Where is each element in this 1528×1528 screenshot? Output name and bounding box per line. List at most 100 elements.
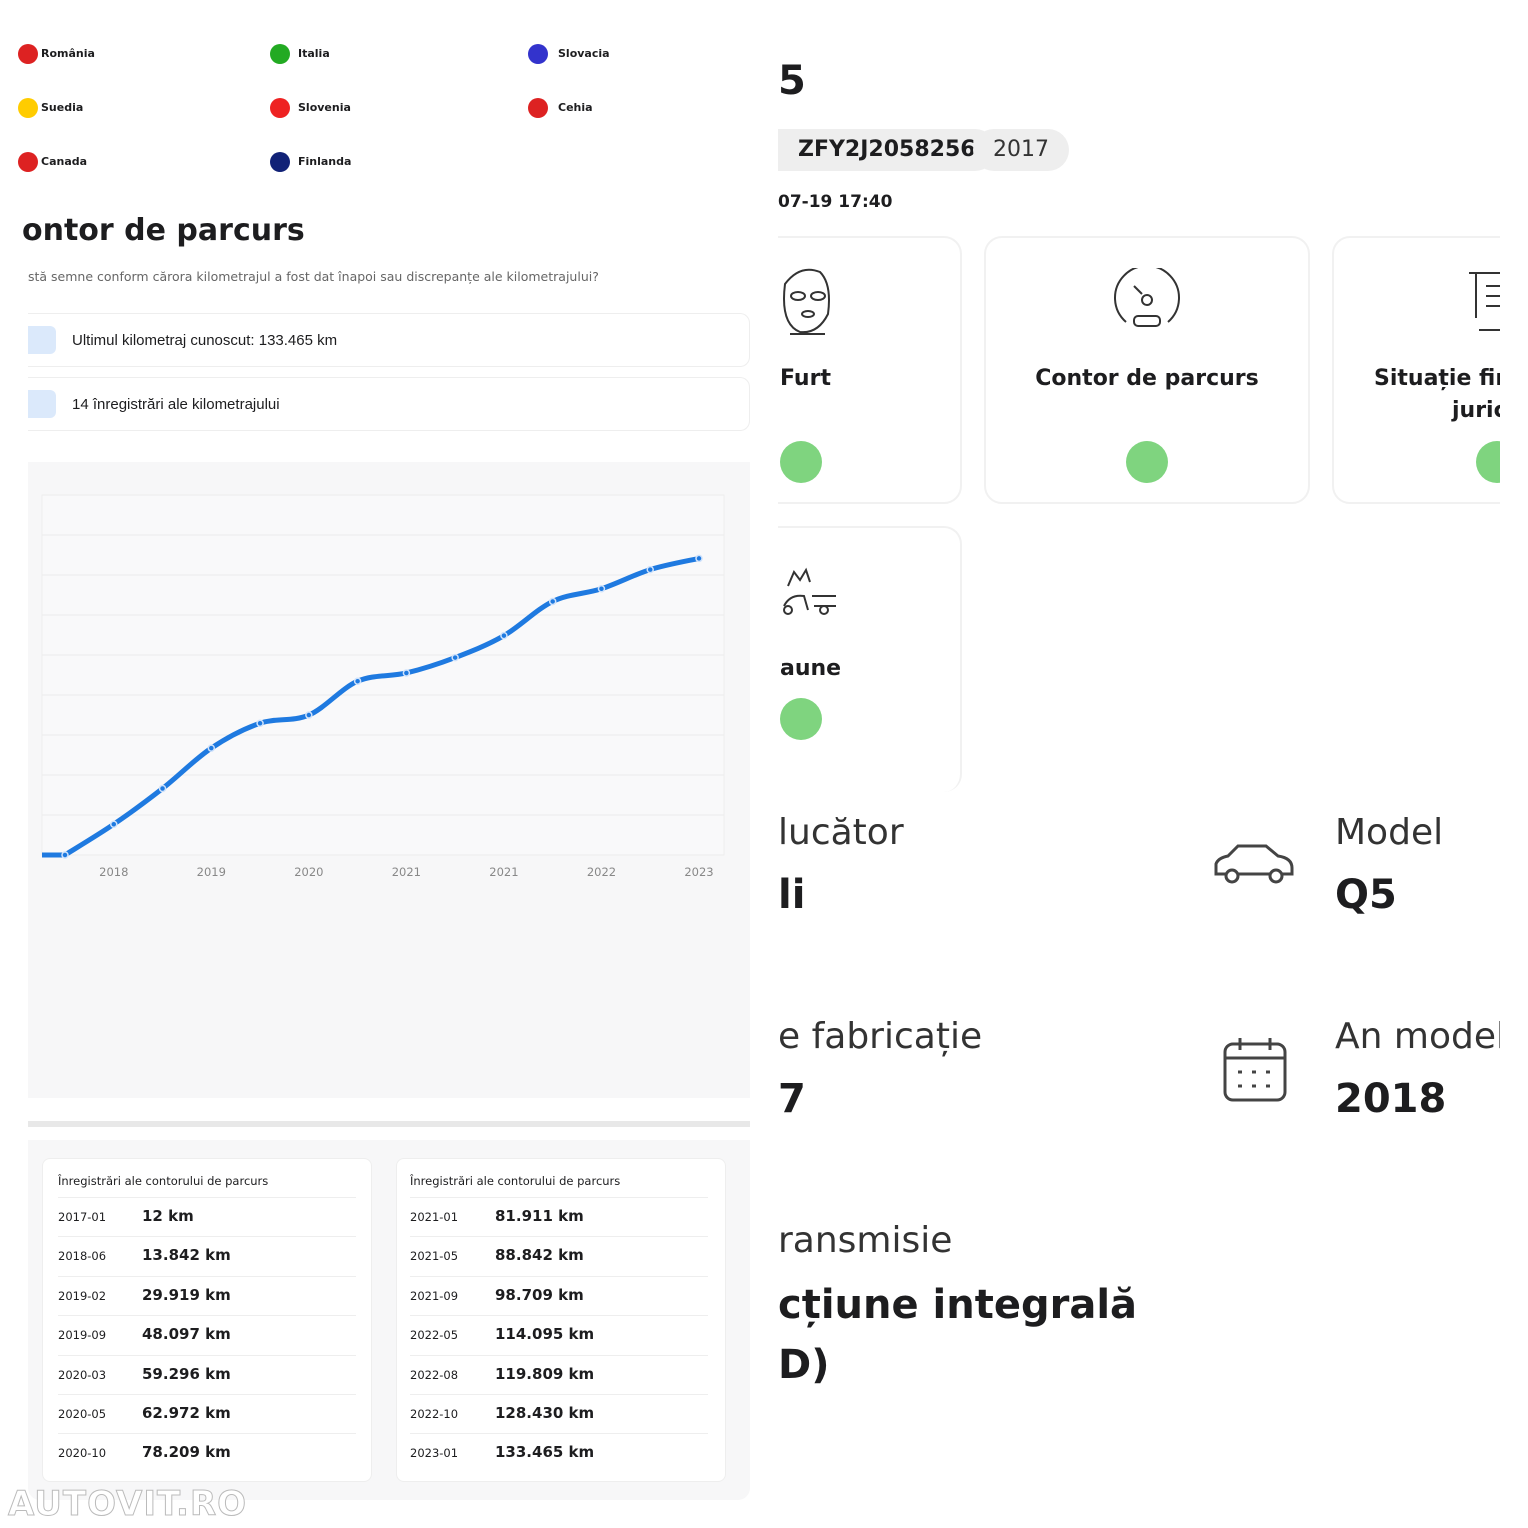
card[interactable]: Situație fir juric (1332, 236, 1500, 504)
question: stă semne conform cărora kilometrajul a … (28, 269, 599, 284)
icon (783, 268, 830, 335)
row-km: 81.911 km (495, 1207, 584, 1225)
point (61, 851, 69, 859)
divider (28, 1121, 750, 1127)
flag (270, 44, 290, 64)
x-tick-label: 2019 (197, 865, 226, 879)
row-date: 2021-01 (410, 1210, 459, 1224)
row-date: 2019-09 (58, 1328, 107, 1343)
row-date: 2017-01 (58, 1210, 107, 1224)
card[interactable]: Furt (778, 236, 962, 504)
point (353, 677, 362, 685)
check (1126, 441, 1168, 483)
country: Cehia (558, 101, 593, 114)
row-km: 59.296 km (142, 1364, 231, 1383)
point (158, 784, 167, 793)
row-line (410, 1354, 708, 1356)
row-km: 48.097 km (142, 1325, 231, 1344)
row-km: 12 km (142, 1207, 194, 1225)
country: Slovenia (298, 101, 351, 114)
chart: 2018 2019 2020 2021 2021 2022 2023 (41, 494, 725, 879)
point (646, 565, 654, 574)
row-km: 78.209 km (142, 1443, 231, 1462)
point (256, 719, 264, 727)
flag (18, 44, 38, 64)
row-date: 2020-05 (58, 1407, 107, 1421)
line (62, 555, 702, 858)
spec-value: D) (778, 1342, 830, 1388)
chip: ZFY2J2058256 (778, 129, 996, 171)
row-date: 2019-02 (58, 1288, 107, 1303)
spec-value: Q5 (1335, 872, 1397, 918)
point (695, 554, 703, 563)
row-km: 88.842 km (495, 1246, 584, 1265)
row-km: 133.465 km (495, 1443, 595, 1462)
point (402, 669, 411, 677)
chip: 2017 (973, 129, 1069, 171)
spec-value: cțiune integrală (778, 1282, 1138, 1328)
row-line (410, 1394, 708, 1395)
table-header: Înregistrări ale contorului de parcurs (410, 1174, 621, 1188)
x-tick-label: 2018 (99, 865, 128, 879)
flag (18, 98, 38, 118)
flag (18, 152, 38, 172)
spec-label: e fabricație (778, 1016, 983, 1057)
check (1476, 441, 1500, 483)
row-km: 29.919 km (142, 1285, 231, 1304)
row-line (58, 1315, 356, 1317)
country: Italia (298, 47, 330, 60)
left-panel: România Italia Slovacia Suedia Slovenia Cehia… (0, 0, 760, 1528)
check (780, 441, 822, 483)
point (500, 631, 508, 640)
row-km: 114.095 km (495, 1325, 595, 1344)
row-date: 2022-08 (410, 1367, 459, 1382)
spec-label: ransmisie (778, 1220, 953, 1261)
x-tick-label: 2021 (489, 865, 518, 879)
table-card (396, 1158, 726, 1482)
row-date: 2022-05 (410, 1328, 459, 1343)
right-panel: 5 ZFY2J2058256 2017 07-19 17:40 Furt Con… (778, 0, 1500, 1528)
card-label: Situație fir (1374, 366, 1500, 391)
check (780, 698, 822, 740)
row-line (58, 1197, 356, 1198)
point (207, 744, 216, 752)
row-date: 2022-10 (410, 1407, 459, 1421)
card[interactable]: aune (778, 526, 962, 792)
flag (270, 98, 290, 118)
row-line (58, 1275, 356, 1277)
row-line (58, 1394, 356, 1395)
row-line (58, 1354, 356, 1356)
spec-value: li (778, 872, 806, 918)
point (110, 820, 118, 828)
country: Slovacia (558, 47, 610, 60)
row-date: 2020-03 (58, 1367, 107, 1382)
row-line (410, 1197, 708, 1198)
country: Finlanda (298, 155, 352, 168)
row-km: 128.430 km (495, 1404, 595, 1422)
icon (1214, 844, 1294, 884)
card[interactable]: Contor de parcurs (984, 236, 1310, 504)
row-date: 2021-05 (410, 1249, 459, 1264)
row-line (58, 1236, 356, 1238)
row-km: 98.709 km (495, 1285, 584, 1304)
x-tick-label: 2022 (587, 865, 616, 879)
heading: ontor de parcurs (22, 213, 305, 248)
icon (1114, 268, 1180, 327)
row-date: 2020-10 (58, 1446, 107, 1461)
info-text: Ultimul kilometraj cunoscut: 133.465 km (72, 332, 338, 349)
table-header: Înregistrări ale contorului de parcurs (58, 1174, 269, 1188)
chip-text: ZFY2J2058256 (798, 137, 976, 162)
spec-label: Model (1335, 812, 1444, 853)
spec-value: 2018 (1335, 1076, 1447, 1122)
row-line (410, 1236, 708, 1238)
point (305, 711, 313, 719)
icon (1469, 272, 1500, 331)
country: Canada (41, 155, 88, 168)
country: Suedia (41, 101, 84, 114)
card-label: Contor de parcurs (1035, 366, 1259, 391)
info-row: 14 înregistrări ale kilometrajului (28, 377, 750, 431)
row-date: 2023-01 (410, 1446, 459, 1461)
row-date: 2021-09 (410, 1288, 459, 1303)
point (451, 653, 459, 662)
